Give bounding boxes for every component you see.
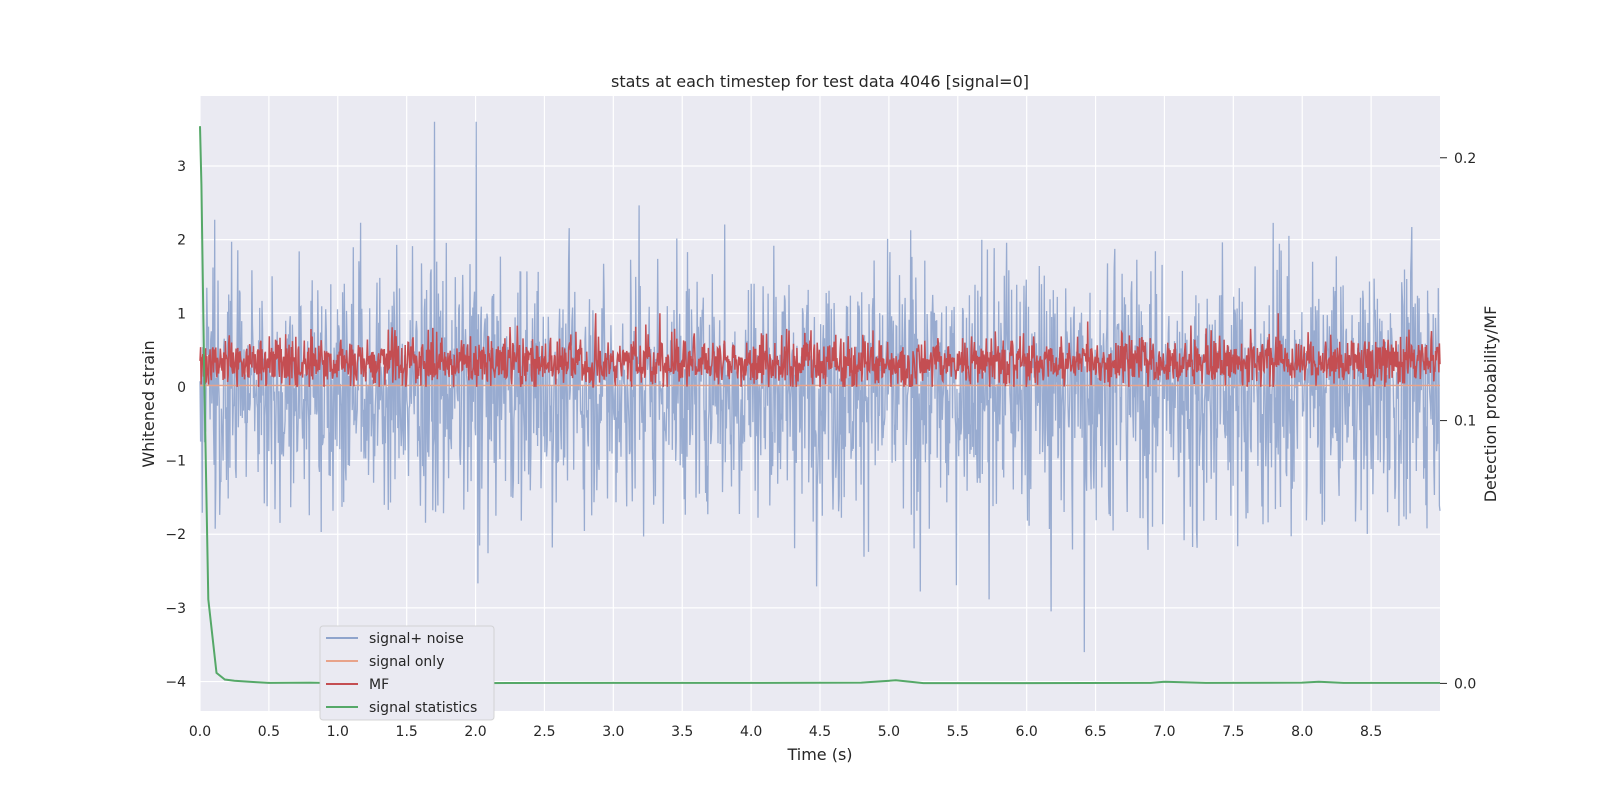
x-tick-label: 0.0 [189, 724, 211, 740]
y-tick-label: −3 [165, 601, 186, 617]
y2-tick-label: 0.0 [1454, 676, 1476, 692]
legend-label-signal-statistics: signal statistics [369, 700, 477, 716]
x-tick-label: 2.5 [533, 724, 555, 740]
y2-axis-label: Detection probability/MF [1481, 306, 1500, 503]
x-tick-label: 4.5 [809, 724, 831, 740]
y-tick-label: 3 [177, 159, 186, 175]
legend: signal+ noise signal only MF signal stat… [319, 625, 495, 721]
legend-label-mf: MF [369, 677, 389, 693]
x-tick-label: 7.5 [1222, 724, 1244, 740]
x-tick-label: 8.5 [1360, 724, 1382, 740]
series-line-mf [199, 313, 1441, 388]
legend-label-signal-only: signal only [369, 654, 444, 670]
x-tick-label: 1.5 [396, 724, 418, 740]
legend-label-signal-noise: signal+ noise [369, 631, 464, 647]
y-tick-label: 2 [177, 233, 186, 249]
y-tick-label: −4 [165, 675, 186, 691]
y-tick-label: −2 [165, 527, 186, 543]
x-axis-label: Time (s) [786, 745, 852, 764]
x-tick-label: 2.0 [464, 724, 486, 740]
x-tick-label: 7.0 [1153, 724, 1175, 740]
x-tick-label: 5.5 [947, 724, 969, 740]
y-axis-label: Whitened strain [139, 340, 158, 467]
x-tick-label: 8.0 [1291, 724, 1313, 740]
y2-tick-label: 0.2 [1454, 151, 1476, 167]
x-tick-label: 0.5 [258, 724, 280, 740]
ticks: 0.0 0.5 1.0 1.5 2.0 2.5 3.0 3.5 4.0 4.5 5.0 5.5 6.0 6… [165, 151, 1476, 740]
chart-title: stats at each timestep for test data 404… [611, 72, 1029, 91]
series-layer [199, 121, 1441, 685]
series-line-signal-noise [199, 121, 1441, 653]
legend-box [319, 625, 495, 721]
x-tick-label: 4.0 [740, 724, 762, 740]
y-tick-label: 1 [177, 306, 186, 322]
y2-tick-label: 0.1 [1454, 414, 1476, 430]
x-tick-label: 6.0 [1016, 724, 1038, 740]
y-tick-label: −1 [165, 454, 186, 470]
x-tick-label: 3.5 [671, 724, 693, 740]
x-tick-label: 1.0 [327, 724, 349, 740]
x-tick-label: 6.5 [1084, 724, 1106, 740]
x-tick-label: 3.0 [602, 724, 624, 740]
x-tick-label: 5.0 [878, 724, 900, 740]
y-tick-label: 0 [177, 380, 186, 396]
series-line-signal-statistics [199, 126, 1440, 685]
